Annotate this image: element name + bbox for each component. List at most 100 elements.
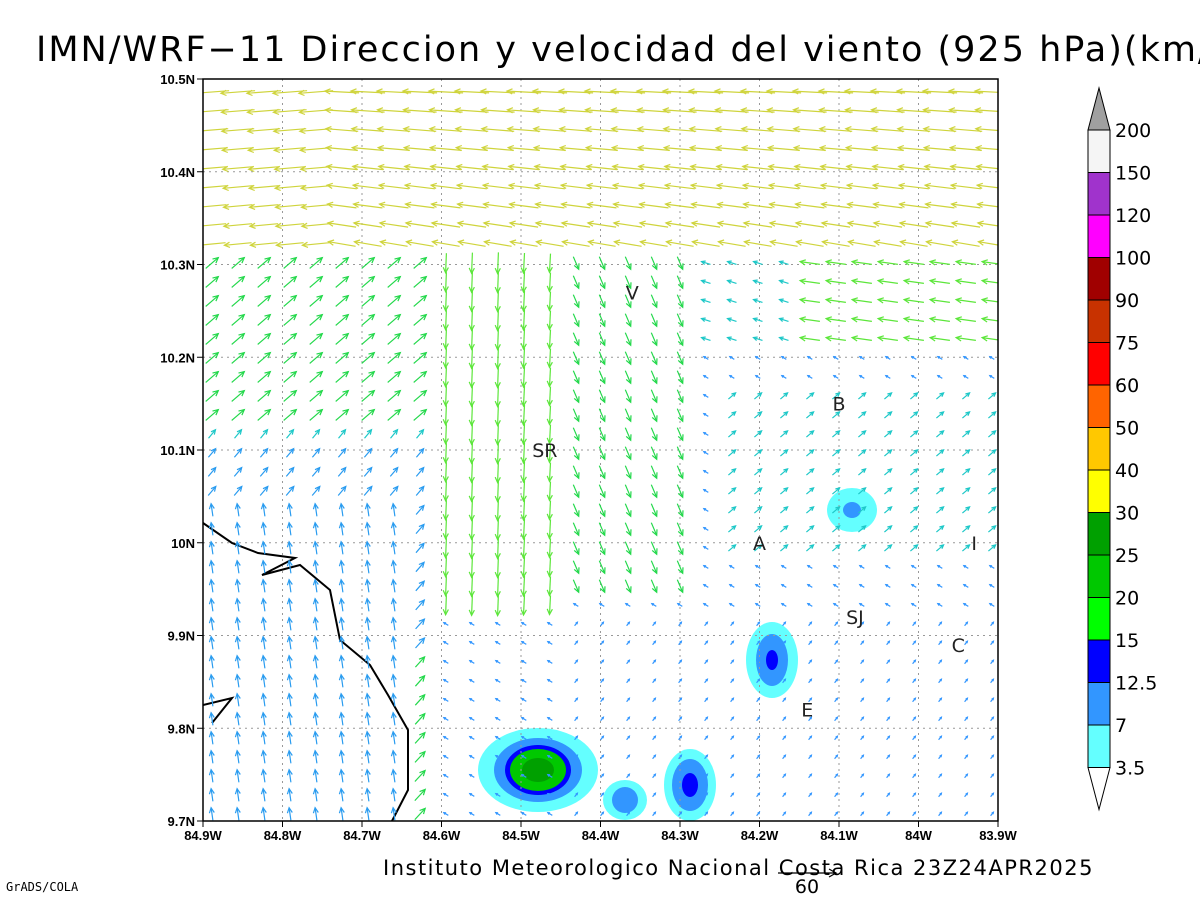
wind-arrow [572, 465, 580, 479]
wind-arrow [455, 109, 489, 113]
wind-arrowhead [546, 266, 553, 274]
wind-arrowhead [234, 749, 241, 757]
wind-arrowhead [809, 544, 815, 550]
wind-arrowhead [858, 374, 863, 378]
wind-arrow [221, 109, 255, 113]
wind-arrowhead [598, 602, 603, 606]
wind-arrowhead [575, 697, 579, 701]
wind-arrow [624, 275, 632, 289]
wind-arrowhead [575, 811, 579, 815]
wind-arrow [483, 203, 513, 209]
wind-arrowhead [212, 313, 220, 321]
wind-arrowhead [806, 355, 811, 359]
wind-arrowhead [301, 241, 309, 248]
wind-speed-contours [478, 488, 877, 821]
wind-arrowhead [520, 267, 527, 275]
wind-arrowhead [965, 640, 969, 644]
wind-arrow [650, 408, 658, 422]
colorbar-swatch [1087, 129, 1111, 173]
wind-arrowhead [939, 544, 945, 550]
wind-arrowhead [260, 635, 267, 643]
wind-arrow [249, 204, 279, 208]
wind-arrow [366, 617, 370, 631]
wind-arrow [832, 506, 840, 514]
wind-arrowhead [976, 220, 984, 227]
wind-arrow [716, 147, 748, 151]
wind-arrowhead [546, 418, 553, 426]
wind-arrow [951, 222, 981, 228]
wind-arrowhead [249, 241, 257, 248]
wind-arrow [335, 352, 349, 364]
wind-arrow [852, 318, 872, 322]
wind-arrowhead [573, 434, 580, 442]
wind-arrow [366, 541, 370, 555]
wind-arrowhead [705, 697, 709, 701]
wind-arrow [248, 166, 280, 170]
wind-arrow [262, 731, 266, 745]
wind-arrowhead [778, 260, 784, 265]
wind-arrowhead [418, 674, 426, 682]
wind-arrow [930, 261, 950, 265]
wind-arrowhead [377, 182, 385, 190]
wind-arrowhead [520, 419, 527, 427]
wind-arrow [236, 674, 240, 688]
wind-arrowhead [950, 220, 958, 227]
wind-arrowhead [726, 279, 732, 284]
wind-arrow [676, 313, 684, 327]
wind-arrow [522, 556, 526, 578]
wind-arrowhead [845, 163, 853, 171]
wind-arrowhead [612, 220, 620, 227]
wind-arrow [794, 165, 826, 171]
wind-arrowhead [664, 201, 672, 208]
wind-arrow [976, 165, 998, 170]
wind-arrow [222, 166, 254, 170]
wind-arrow [691, 222, 721, 228]
wind-arrowhead [913, 792, 917, 796]
wind-arrowhead [575, 621, 579, 625]
wind-arrow [366, 598, 370, 612]
wind-arrowhead [902, 259, 910, 266]
wind-arrow [832, 468, 840, 476]
wind-arrowhead [824, 278, 832, 285]
wind-arrowhead [728, 602, 733, 606]
wind-arrow [445, 386, 447, 406]
wind-arrowhead [861, 640, 865, 644]
wind-arrow [548, 443, 552, 463]
wind-arrowhead [757, 792, 761, 796]
wind-arrow [288, 522, 292, 536]
wind-arrowhead [364, 635, 371, 643]
wind-arrowhead [939, 392, 945, 398]
wind-arrow [283, 352, 297, 364]
wind-arrowhead [991, 468, 997, 474]
wind-arrowhead [420, 256, 428, 264]
wind-arrow [327, 184, 357, 190]
wind-arrow [257, 390, 271, 402]
wind-arrowhead [965, 621, 969, 625]
wind-arrowhead [627, 773, 631, 777]
wind-arrowhead [546, 570, 553, 578]
wind-arrow [387, 295, 401, 307]
wind-arrowhead [520, 362, 527, 370]
wind-arrow [936, 544, 944, 552]
y-tick-label: 10.1N [160, 443, 195, 458]
wind-arrowhead [234, 540, 241, 548]
wind-arrow [273, 109, 307, 113]
wind-arrowhead [286, 616, 293, 624]
wind-arrowhead [809, 468, 815, 474]
wind-arrowhead [260, 578, 267, 586]
wind-vectors [203, 88, 998, 821]
wind-arrow [754, 544, 762, 552]
wind-arrow [471, 537, 473, 559]
wind-arrowhead [638, 220, 646, 227]
wind-arrowhead [783, 678, 787, 682]
wind-arrow [223, 185, 253, 189]
wind-arrow [949, 109, 983, 113]
wind-arrowhead [850, 316, 858, 323]
wind-arrow [586, 147, 618, 151]
wind-arrowhead [390, 711, 397, 719]
wind-arrowhead [520, 286, 527, 294]
wind-arrowhead [468, 476, 475, 484]
wind-arrowhead [338, 559, 345, 567]
wind-arrowhead [364, 502, 371, 510]
wind-arrow [335, 314, 349, 326]
